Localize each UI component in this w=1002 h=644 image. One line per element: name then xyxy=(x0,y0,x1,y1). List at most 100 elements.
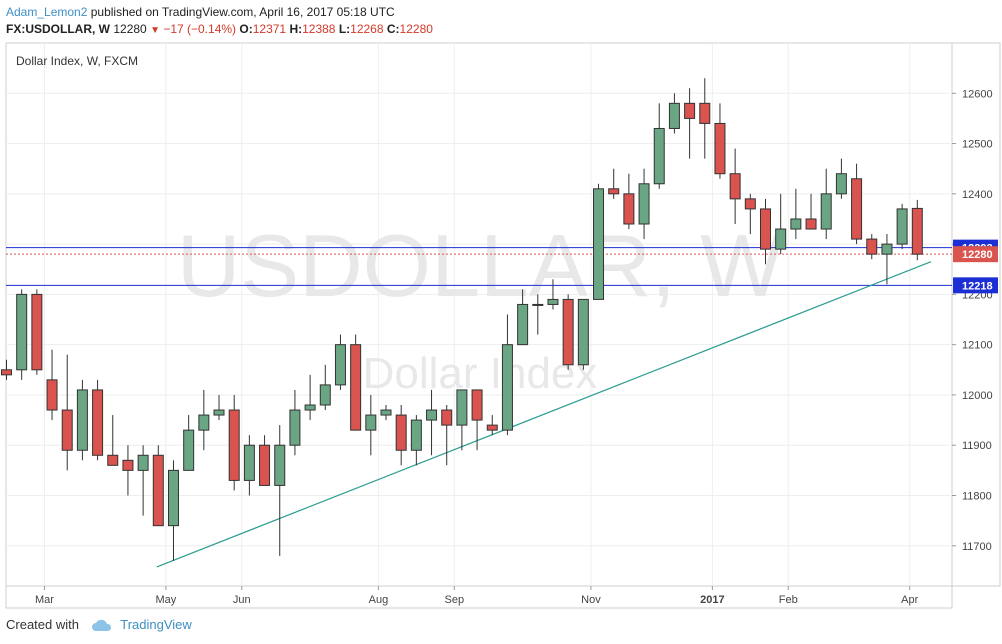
candle-body xyxy=(350,344,362,431)
candle-body xyxy=(1,369,12,376)
candle xyxy=(334,334,346,390)
candle xyxy=(866,234,878,260)
candle-body xyxy=(365,414,377,431)
horizontal-lines[interactable] xyxy=(6,247,952,286)
candle-body xyxy=(668,102,680,129)
footer: Created with TradingView xyxy=(6,617,192,633)
candle-body xyxy=(426,409,438,421)
candle-body xyxy=(198,414,210,431)
candle xyxy=(350,334,362,431)
candle xyxy=(137,445,149,516)
candle-body xyxy=(623,193,635,225)
candle xyxy=(410,415,422,466)
candle xyxy=(532,294,544,335)
open-label: O: xyxy=(239,22,253,36)
candle-body xyxy=(881,243,893,255)
high-label: H: xyxy=(289,22,303,36)
candle xyxy=(835,158,847,199)
candle xyxy=(167,460,179,561)
candle xyxy=(380,405,392,421)
candle xyxy=(577,298,589,370)
candle-body xyxy=(547,298,559,305)
candle xyxy=(562,294,574,370)
author-link[interactable]: Adam_Lemon2 xyxy=(6,5,88,19)
candle xyxy=(896,203,908,250)
candle-body xyxy=(259,444,271,486)
time-axis[interactable] xyxy=(5,585,953,609)
candle-body xyxy=(31,293,43,371)
price-chart[interactable]: USDOLLAR, W Dollar Index Dollar Index, W… xyxy=(0,0,1002,612)
candle xyxy=(183,415,195,471)
last-price: 12280 xyxy=(113,22,147,36)
y-tick-label: 12000 xyxy=(962,390,993,402)
candle xyxy=(501,314,513,436)
x-tick-label: 2017 xyxy=(700,594,724,606)
candle-body xyxy=(76,389,88,451)
low-label: L: xyxy=(338,22,351,36)
publish-line: Adam_Lemon2 published on TradingView.com… xyxy=(6,4,433,21)
candle xyxy=(775,193,787,255)
candle-body xyxy=(183,429,195,471)
tradingview-cloud-icon xyxy=(91,619,111,631)
candle-body xyxy=(699,102,711,124)
candle xyxy=(107,415,119,466)
candle xyxy=(395,405,407,466)
candle xyxy=(259,435,271,486)
candle xyxy=(851,163,863,245)
candle-body xyxy=(380,409,392,416)
price-axis[interactable] xyxy=(951,42,1001,587)
candle-body xyxy=(137,454,149,471)
candles-layer xyxy=(1,78,923,561)
candle-body xyxy=(289,409,301,446)
candle xyxy=(319,364,331,411)
candle xyxy=(289,389,301,456)
candle xyxy=(760,198,771,265)
x-tick-label: Sep xyxy=(445,594,465,606)
candle-body xyxy=(486,424,498,431)
candle xyxy=(122,445,134,496)
candle-body xyxy=(593,188,605,300)
candle xyxy=(46,349,58,421)
candle-body xyxy=(456,389,468,426)
candle xyxy=(304,374,316,421)
candle xyxy=(274,425,286,556)
x-tick-label: Feb xyxy=(779,594,798,606)
tradingview-link[interactable]: TradingView xyxy=(120,617,192,632)
candle xyxy=(881,234,893,285)
candle-body xyxy=(410,419,422,451)
close-label: C: xyxy=(386,22,400,36)
candle-body xyxy=(304,404,316,411)
candle xyxy=(714,103,726,179)
low-value: 12268 xyxy=(350,22,384,36)
candle xyxy=(911,199,923,261)
chart-title: Dollar Index, W, FXCM xyxy=(16,54,138,68)
chart-header: Adam_Lemon2 published on TradingView.com… xyxy=(6,4,433,39)
candle xyxy=(61,354,73,471)
candle-body xyxy=(729,173,741,200)
candle-body xyxy=(744,198,756,210)
candle-body xyxy=(122,459,134,471)
trendline-layer[interactable] xyxy=(156,261,932,568)
candle-body xyxy=(851,178,863,240)
publish-info: published on TradingView.com, April 16, … xyxy=(90,5,395,19)
symbol-line: FX:USDOLLAR, W 12280 ▼ −17 (−0.14%) O:12… xyxy=(6,21,433,39)
created-with-label: Created with xyxy=(6,617,79,632)
candle-body xyxy=(653,127,665,185)
candle xyxy=(684,88,696,159)
candle-body xyxy=(775,228,787,250)
symbol-label: FX:USDOLLAR, W xyxy=(6,22,110,36)
x-tick-label: Aug xyxy=(369,594,389,606)
candle xyxy=(744,193,756,235)
close-value: 12280 xyxy=(399,22,433,36)
candle-body xyxy=(213,409,225,416)
candle-body xyxy=(243,444,255,481)
candle xyxy=(213,394,225,421)
candle-body xyxy=(896,208,908,245)
candle-body xyxy=(152,454,164,527)
y-tick-label: 12500 xyxy=(962,139,993,151)
candle-body xyxy=(501,344,513,431)
candle-body xyxy=(911,207,923,255)
watermark-symbol: USDOLLAR, W xyxy=(177,216,783,315)
candle-body xyxy=(167,469,179,527)
candle xyxy=(456,389,468,451)
